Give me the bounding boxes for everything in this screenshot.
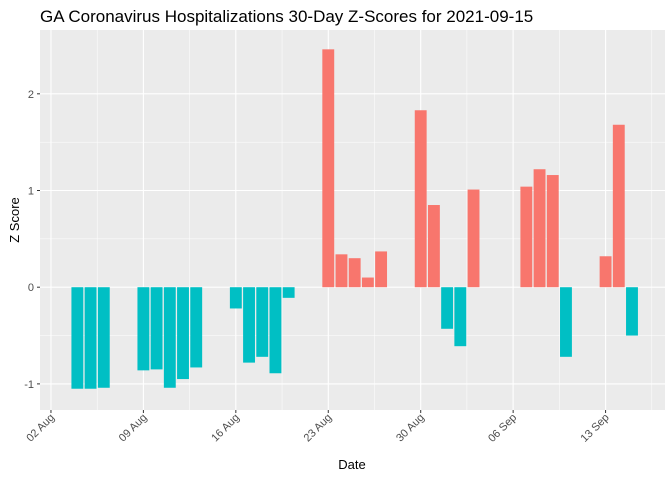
y-tick-label: 1 — [28, 186, 34, 198]
grid-lines — [40, 30, 665, 433]
bar-2021-08-04 — [71, 287, 84, 389]
y-tick-label: -1 — [24, 379, 34, 391]
x-tick-label: 09 Aug — [117, 412, 150, 445]
bar-2021-09-13 — [599, 256, 612, 288]
bar-2021-08-11 — [163, 287, 176, 388]
bar-2021-08-13 — [190, 287, 203, 368]
y-tick-label: 2 — [28, 89, 34, 101]
bar-2021-08-12 — [177, 287, 189, 380]
bar-2021-09-10 — [560, 287, 572, 357]
bar-2021-08-24 — [335, 254, 348, 288]
bar-2021-09-02 — [454, 287, 467, 347]
bar-2021-09-07 — [520, 186, 533, 288]
bar-2021-08-30 — [414, 110, 427, 288]
bar-2021-09-15 — [626, 287, 638, 336]
x-tick-label: 30 Aug — [394, 412, 427, 445]
bar-2021-08-19 — [269, 287, 282, 374]
x-tick-label: 23 Aug — [302, 412, 335, 445]
x-tick-label: 13 Sep — [579, 412, 612, 445]
bars — [71, 49, 638, 389]
bar-2021-08-05 — [84, 287, 97, 389]
bar-2021-09-14 — [612, 124, 625, 288]
bar-2021-08-23 — [322, 49, 335, 288]
chart-title: GA Coronavirus Hospitalizations 30-Day Z… — [40, 7, 533, 26]
bar-2021-08-25 — [348, 258, 361, 288]
x-tick-label: 16 Aug — [209, 412, 242, 445]
bar-2021-09-08 — [533, 169, 546, 288]
bar-2021-08-26 — [361, 277, 374, 288]
bar-2021-09-01 — [441, 287, 454, 329]
bar-2021-08-17 — [243, 287, 255, 363]
bar-2021-08-09 — [137, 287, 150, 371]
y-axis-title: Z Score — [7, 197, 22, 243]
bar-2021-09-09 — [546, 175, 559, 288]
bar-2021-08-20 — [282, 287, 295, 298]
bar-2021-08-27 — [375, 251, 388, 288]
x-axis-title: Date — [338, 457, 365, 472]
x-tick-label: 06 Sep — [486, 412, 519, 445]
bar-2021-08-06 — [97, 287, 110, 388]
bar-2021-08-18 — [256, 287, 269, 357]
y-tick-label: 0 — [28, 282, 34, 294]
x-tick-label: 02 Aug — [24, 412, 57, 445]
bar-2021-08-31 — [427, 205, 440, 288]
bar-2021-08-10 — [150, 287, 163, 370]
bar-2021-09-03 — [467, 189, 480, 288]
bar-2021-08-16 — [229, 287, 242, 309]
